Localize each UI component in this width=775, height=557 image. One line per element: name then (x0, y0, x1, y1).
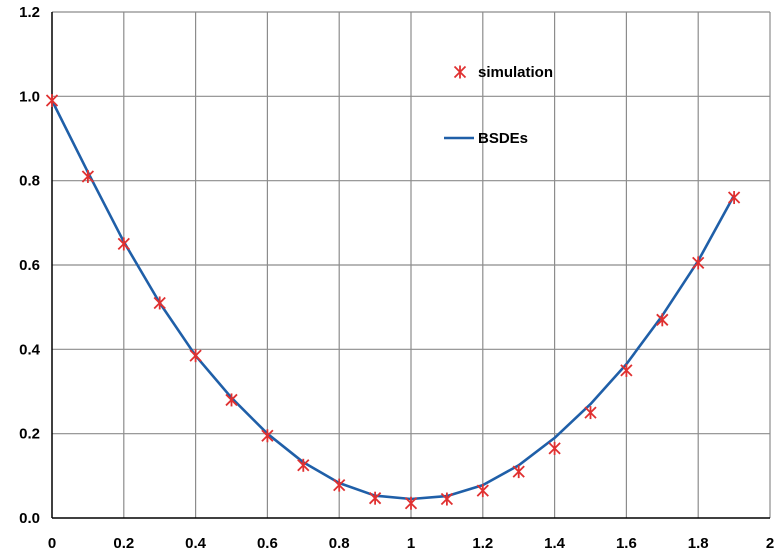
y-tick-label: 0.6 (19, 257, 40, 274)
series-line-bsdes (50, 99, 736, 501)
legend-label-bsdes: BSDEs (478, 130, 528, 147)
y-tick-label: 1.0 (19, 88, 40, 105)
data-point-simulation (727, 191, 741, 205)
data-point-simulation (440, 492, 454, 506)
legend-label-simulation: simulation (478, 64, 553, 81)
data-point-simulation (692, 256, 705, 270)
data-point-simulation (225, 393, 238, 407)
y-tick-label: 0.4 (19, 341, 41, 358)
data-point-simulation (584, 406, 597, 420)
data-point-simulation (512, 465, 525, 479)
x-tick-label: 0.4 (185, 535, 207, 552)
x-tick-label: 0.2 (113, 535, 134, 552)
data-point-simulation (45, 94, 59, 108)
x-tick-label: 0.8 (329, 535, 350, 552)
plot-area (45, 94, 741, 510)
data-point-simulation (548, 441, 561, 455)
y-tick-labels: 0.0 0.2 0.4 0.6 0.8 1.0 1.2 (19, 4, 41, 527)
x-tick-label: 0.6 (257, 535, 278, 552)
data-point-simulation (404, 496, 418, 510)
data-point-simulation (153, 296, 166, 310)
x-tick-labels: 0 0.2 0.4 0.6 0.8 1 1.2 1.4 1.6 1.8 2 (48, 535, 774, 552)
data-point-simulation (620, 363, 633, 377)
x-tick-label: 1.2 (472, 535, 493, 552)
data-point-simulation (297, 458, 310, 472)
y-tick-label: 0.2 (19, 426, 40, 443)
data-point-simulation (189, 349, 202, 363)
data-point-simulation (368, 491, 382, 505)
data-point-simulation (333, 478, 346, 492)
x-tick-label: 1.8 (688, 535, 709, 552)
data-point-simulation (117, 237, 130, 251)
y-tick-label: 0.8 (19, 173, 40, 190)
y-tick-label: 1.2 (19, 4, 40, 21)
data-point-simulation (656, 313, 669, 327)
x-tick-label: 1 (407, 535, 415, 552)
grid (52, 11, 771, 518)
x-tick-label: 0 (48, 535, 56, 552)
legend: simulation BSDEs (444, 64, 553, 147)
x-tick-label: 1.4 (544, 535, 566, 552)
data-point-simulation (261, 429, 274, 443)
x-tick-label: 1.6 (616, 535, 637, 552)
data-point-simulation (81, 169, 95, 183)
x-tick-label: 2 (766, 535, 774, 552)
y-tick-label: 0.0 (19, 510, 40, 527)
legend-marker-simulation (453, 65, 467, 79)
data-point-simulation (476, 484, 489, 498)
